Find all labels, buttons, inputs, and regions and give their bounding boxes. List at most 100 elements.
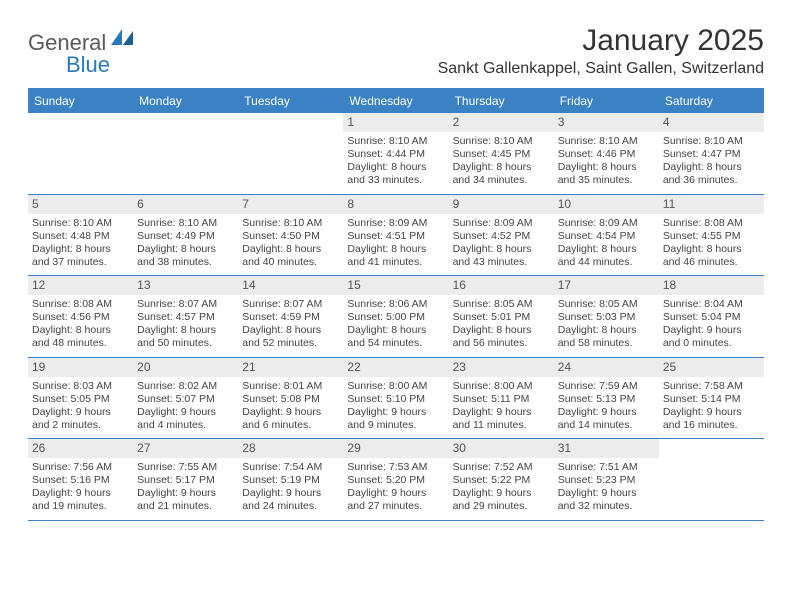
week-row: 26Sunrise: 7:56 AMSunset: 5:16 PMDayligh… bbox=[28, 439, 764, 521]
sunrise-line: Sunrise: 8:10 AM bbox=[453, 135, 550, 148]
daylight-line-1: Daylight: 8 hours bbox=[242, 243, 339, 256]
day-number: 5 bbox=[28, 195, 133, 214]
weekday-label: Sunday bbox=[28, 90, 133, 113]
day-cell: 29Sunrise: 7:53 AMSunset: 5:20 PMDayligh… bbox=[343, 439, 448, 520]
week-row: 1Sunrise: 8:10 AMSunset: 4:44 PMDaylight… bbox=[28, 113, 764, 195]
sunrise-line: Sunrise: 8:10 AM bbox=[558, 135, 655, 148]
day-number: 23 bbox=[449, 358, 554, 377]
daylight-line-2: and 4 minutes. bbox=[137, 419, 234, 432]
sunrise-line: Sunrise: 8:09 AM bbox=[347, 217, 444, 230]
sunset-line: Sunset: 4:57 PM bbox=[137, 311, 234, 324]
calendar-page: GeneralBlue January 2025 Sankt Gallenkap… bbox=[0, 0, 792, 541]
sunset-line: Sunset: 5:00 PM bbox=[347, 311, 444, 324]
day-cell: 8Sunrise: 8:09 AMSunset: 4:51 PMDaylight… bbox=[343, 195, 448, 276]
sunset-line: Sunset: 4:59 PM bbox=[242, 311, 339, 324]
month-title: January 2025 bbox=[438, 24, 764, 58]
sunrise-line: Sunrise: 8:10 AM bbox=[242, 217, 339, 230]
week-row: 19Sunrise: 8:03 AMSunset: 5:05 PMDayligh… bbox=[28, 358, 764, 440]
daylight-line-1: Daylight: 8 hours bbox=[347, 161, 444, 174]
daylight-line-2: and 44 minutes. bbox=[558, 256, 655, 269]
header: GeneralBlue January 2025 Sankt Gallenkap… bbox=[28, 24, 764, 78]
day-cell bbox=[659, 439, 764, 520]
daylight-line-2: and 6 minutes. bbox=[242, 419, 339, 432]
day-cell: 23 Sunrise: 8:00 AMSunset: 5:11 PMDayligh… bbox=[449, 358, 554, 439]
location: Sankt Gallenkappel, Saint Gallen, Switze… bbox=[438, 60, 764, 78]
daylight-line-1: Daylight: 8 hours bbox=[558, 243, 655, 256]
sunrise-line: Sunrise: 8:10 AM bbox=[347, 135, 444, 148]
daylight-line-1: Daylight: 8 hours bbox=[242, 324, 339, 337]
daylight-line-2: and 56 minutes. bbox=[453, 337, 550, 350]
sunrise-line: Sunrise: 8:08 AM bbox=[32, 298, 129, 311]
day-cell: 31Sunrise: 7:51 AMSunset: 5:23 PMDayligh… bbox=[554, 439, 659, 520]
day-cell: 15Sunrise: 8:06 AMSunset: 5:00 PMDayligh… bbox=[343, 276, 448, 357]
sunrise-line: Sunrise: 8:09 AM bbox=[558, 217, 655, 230]
sunset-line: Sunset: 5:14 PM bbox=[663, 393, 760, 406]
daylight-line-2: and 2 minutes. bbox=[32, 419, 129, 432]
brand-part2: Blue bbox=[66, 52, 110, 78]
daylight-line-1: Daylight: 8 hours bbox=[453, 243, 550, 256]
daylight-line-2: and 38 minutes. bbox=[137, 256, 234, 269]
daylight-line-1: Daylight: 9 hours bbox=[347, 487, 444, 500]
daylight-line-2: and 46 minutes. bbox=[663, 256, 760, 269]
day-number: 7 bbox=[238, 195, 343, 214]
daylight-line-2: and 58 minutes. bbox=[558, 337, 655, 350]
sunrise-line: Sunrise: 7:53 AM bbox=[347, 461, 444, 474]
sunrise-line: Sunrise: 8:03 AM bbox=[32, 380, 129, 393]
day-cell: 13Sunrise: 8:07 AMSunset: 4:57 PMDayligh… bbox=[133, 276, 238, 357]
sunset-line: Sunset: 5:23 PM bbox=[558, 474, 655, 487]
sunrise-line: Sunrise: 8:10 AM bbox=[137, 217, 234, 230]
day-number: 25 bbox=[659, 358, 764, 377]
day-cell: 5Sunrise: 8:10 AMSunset: 4:48 PMDaylight… bbox=[28, 195, 133, 276]
daylight-line-2: and 19 minutes. bbox=[32, 500, 129, 513]
daylight-line-1: Daylight: 8 hours bbox=[137, 243, 234, 256]
title-block: January 2025 Sankt Gallenkappel, Saint G… bbox=[438, 24, 764, 78]
sunset-line: Sunset: 5:16 PM bbox=[32, 474, 129, 487]
daylight-line-1: Daylight: 9 hours bbox=[242, 487, 339, 500]
calendar: Sunday Monday Tuesday Wednesday Thursday… bbox=[28, 88, 764, 521]
daylight-line-2: and 37 minutes. bbox=[32, 256, 129, 269]
daylight-line-2: and 50 minutes. bbox=[137, 337, 234, 350]
sunset-line: Sunset: 4:47 PM bbox=[663, 148, 760, 161]
sunrise-line: Sunrise: 8:00 AM bbox=[453, 380, 550, 393]
sunset-line: Sunset: 4:49 PM bbox=[137, 230, 234, 243]
sunrise-line: Sunrise: 8:08 AM bbox=[663, 217, 760, 230]
daylight-line-2: and 21 minutes. bbox=[137, 500, 234, 513]
weekday-label: Thursday bbox=[449, 90, 554, 113]
daylight-line-2: and 34 minutes. bbox=[453, 174, 550, 187]
weeks-container: 1Sunrise: 8:10 AMSunset: 4:44 PMDaylight… bbox=[28, 113, 764, 521]
sunset-line: Sunset: 5:11 PM bbox=[453, 393, 550, 406]
day-number: 3 bbox=[554, 113, 659, 132]
sunrise-line: Sunrise: 7:52 AM bbox=[453, 461, 550, 474]
sunset-line: Sunset: 4:50 PM bbox=[242, 230, 339, 243]
day-number: 18 bbox=[659, 276, 764, 295]
day-number: 27 bbox=[133, 439, 238, 458]
weekday-label: Friday bbox=[554, 90, 659, 113]
sunrise-line: Sunrise: 8:10 AM bbox=[32, 217, 129, 230]
day-number: 31 bbox=[554, 439, 659, 458]
sunset-line: Sunset: 5:01 PM bbox=[453, 311, 550, 324]
daylight-line-1: Daylight: 9 hours bbox=[558, 406, 655, 419]
sunrise-line: Sunrise: 8:09 AM bbox=[453, 217, 550, 230]
daylight-line-2: and 29 minutes. bbox=[453, 500, 550, 513]
day-number: 9 bbox=[449, 195, 554, 214]
daylight-line-2: and 41 minutes. bbox=[347, 256, 444, 269]
day-number: 12 bbox=[28, 276, 133, 295]
weekday-label: Saturday bbox=[659, 90, 764, 113]
day-cell: 1Sunrise: 8:10 AMSunset: 4:44 PMDaylight… bbox=[343, 113, 448, 194]
day-cell: 19Sunrise: 8:03 AMSunset: 5:05 PMDayligh… bbox=[28, 358, 133, 439]
sunset-line: Sunset: 4:46 PM bbox=[558, 148, 655, 161]
sunset-line: Sunset: 4:44 PM bbox=[347, 148, 444, 161]
day-number: 30 bbox=[449, 439, 554, 458]
daylight-line-1: Daylight: 9 hours bbox=[453, 406, 550, 419]
day-number: 11 bbox=[659, 195, 764, 214]
sunset-line: Sunset: 4:54 PM bbox=[558, 230, 655, 243]
day-number: 28 bbox=[238, 439, 343, 458]
day-number: 16 bbox=[449, 276, 554, 295]
sunset-line: Sunset: 4:52 PM bbox=[453, 230, 550, 243]
day-cell: 27Sunrise: 7:55 AMSunset: 5:17 PMDayligh… bbox=[133, 439, 238, 520]
weekday-label: Tuesday bbox=[238, 90, 343, 113]
day-cell: 30Sunrise: 7:52 AMSunset: 5:22 PMDayligh… bbox=[449, 439, 554, 520]
daylight-line-1: Daylight: 9 hours bbox=[242, 406, 339, 419]
sunrise-line: Sunrise: 8:02 AM bbox=[137, 380, 234, 393]
sunrise-line: Sunrise: 8:01 AM bbox=[242, 380, 339, 393]
